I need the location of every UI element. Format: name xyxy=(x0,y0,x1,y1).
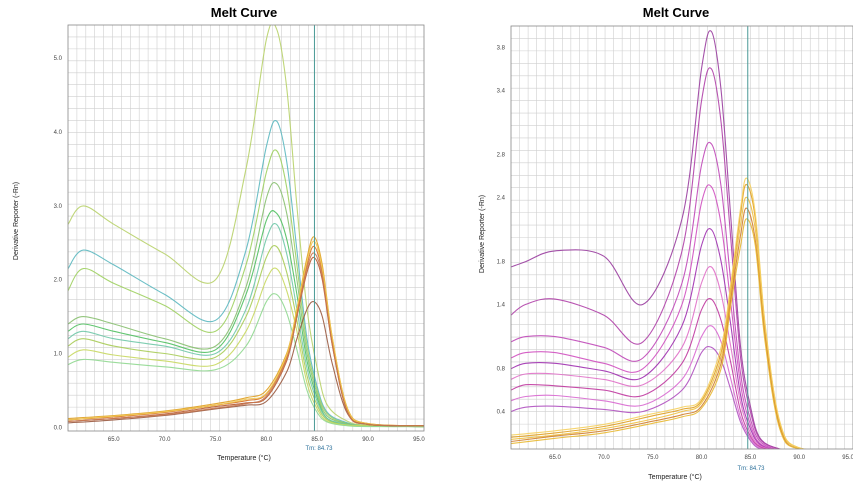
series-line-9 xyxy=(511,345,762,449)
x-tick-label: 65.0 xyxy=(108,437,120,443)
series-line-15 xyxy=(68,252,424,427)
series-line-14 xyxy=(68,300,424,427)
x-tick-label: 75.0 xyxy=(210,437,222,443)
melt-curve-chart-right: Melt Curve Temperature (°C) Derivative R… xyxy=(479,5,853,481)
series-line-2 xyxy=(68,119,424,428)
y-tick-label: 2.0 xyxy=(54,278,63,284)
series-group xyxy=(68,25,424,428)
series-line-2 xyxy=(511,67,782,449)
series-group xyxy=(511,30,808,449)
series-line-3 xyxy=(511,141,778,449)
series-line-14 xyxy=(511,177,807,449)
series-line-6 xyxy=(68,223,424,428)
x-tick-label: 95.0 xyxy=(842,455,853,461)
x-tick-label: 65.0 xyxy=(549,455,561,461)
y-tick-label: 0.0 xyxy=(54,425,63,431)
series-line-4 xyxy=(511,184,778,449)
series-line-3 xyxy=(68,149,424,428)
series-line-1 xyxy=(68,25,424,428)
plot-frame xyxy=(67,24,425,432)
x-tick-label: 85.0 xyxy=(311,437,323,443)
series-line-7 xyxy=(68,244,424,428)
series-line-13 xyxy=(511,218,803,449)
y-tick-label: 0.8 xyxy=(497,367,506,373)
x-tick-label: 80.0 xyxy=(696,455,708,461)
x-tick-label: 90.0 xyxy=(793,455,805,461)
y-tick-label: 2.4 xyxy=(497,195,506,201)
series-line-7 xyxy=(511,297,770,449)
x-tick-label: 70.0 xyxy=(159,437,171,443)
y-tick-label: 1.0 xyxy=(54,351,63,357)
chart-title: Melt Curve xyxy=(643,5,709,20)
grid xyxy=(511,26,853,449)
chart-title: Melt Curve xyxy=(211,5,277,20)
y-tick-label: 3.8 xyxy=(497,45,506,51)
series-line-4 xyxy=(68,181,424,428)
y-tick-label: 5.0 xyxy=(54,56,63,62)
y-tick-label: 2.8 xyxy=(497,153,506,159)
y-tick-label: 3.0 xyxy=(54,204,63,210)
grid xyxy=(68,25,424,431)
x-tick-label: 75.0 xyxy=(647,455,659,461)
x-axis-label: Temperature (°C) xyxy=(648,473,702,481)
tm-label: Tm: 84.73 xyxy=(305,446,333,452)
series-line-9 xyxy=(68,293,424,428)
x-tick-label: 80.0 xyxy=(260,437,272,443)
x-tick-label: 70.0 xyxy=(598,455,610,461)
series-line-6 xyxy=(511,266,772,449)
plot-frame xyxy=(510,25,853,450)
tm-label: Tm: 84.73 xyxy=(737,466,765,472)
y-tick-label: 4.0 xyxy=(54,130,63,136)
series-line-8 xyxy=(511,325,767,449)
plot-area xyxy=(67,24,425,432)
x-tick-label: 85.0 xyxy=(745,455,757,461)
series-line-13 xyxy=(68,240,424,427)
y-tick-label: 1.8 xyxy=(497,260,506,266)
y-axis-label: Derivative Reporter (-Rn) xyxy=(479,195,486,273)
y-tick-label: 1.4 xyxy=(497,302,506,308)
x-axis-label: Temperature (°C) xyxy=(217,454,271,462)
x-tick-label: 95.0 xyxy=(413,437,425,443)
x-tick-label: 90.0 xyxy=(362,437,374,443)
melt-curve-chart-left: Melt Curve Temperature (°C) Derivative R… xyxy=(13,5,425,462)
y-tick-label: 0.4 xyxy=(497,410,506,416)
y-axis-label: Derivative Reporter (-Rn) xyxy=(13,182,20,260)
plot-area xyxy=(510,25,853,450)
y-tick-label: 3.4 xyxy=(497,88,506,94)
